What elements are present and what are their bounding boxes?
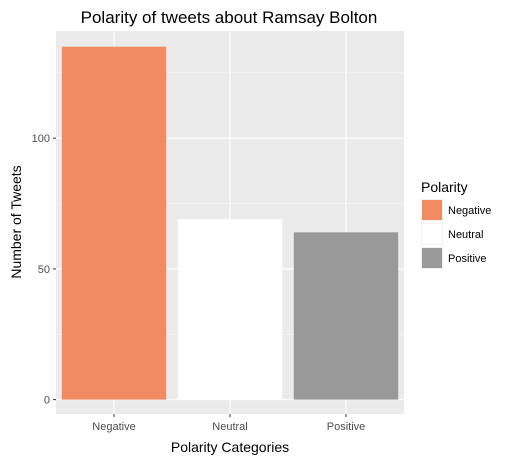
y-tick-label: 50 — [38, 264, 50, 276]
legend-label-neutral: Neutral — [448, 229, 483, 241]
x-tick-label: Neutral — [212, 421, 247, 433]
y-axis-ticks: 0 50 100 — [32, 133, 56, 407]
x-tick-label: Positive — [327, 421, 366, 433]
legend-swatch-negative — [422, 200, 442, 220]
y-tick-label: 100 — [32, 133, 50, 145]
legend-swatch-positive — [422, 248, 442, 268]
legend-label-negative: Negative — [448, 205, 491, 217]
chart-title: Polarity of tweets about Ramsay Bolton — [81, 8, 378, 27]
y-tick-label: 0 — [44, 395, 50, 407]
x-axis-ticks: Negative Neutral Positive — [92, 414, 365, 433]
legend-label-positive: Positive — [448, 253, 487, 265]
legend-title: Polarity — [421, 179, 468, 195]
bars — [61, 46, 399, 400]
legend: Polarity Negative Neutral Positive — [421, 179, 491, 269]
bar-negative — [61, 46, 167, 400]
legend-swatch-neutral — [422, 224, 442, 244]
y-axis-title: Number of Tweets — [8, 165, 24, 278]
x-tick-label: Negative — [92, 421, 135, 433]
x-axis-title: Polarity Categories — [171, 439, 289, 455]
bar-positive — [293, 232, 399, 400]
bar-neutral — [177, 219, 283, 400]
legend-items: Negative Neutral Positive — [421, 199, 491, 269]
